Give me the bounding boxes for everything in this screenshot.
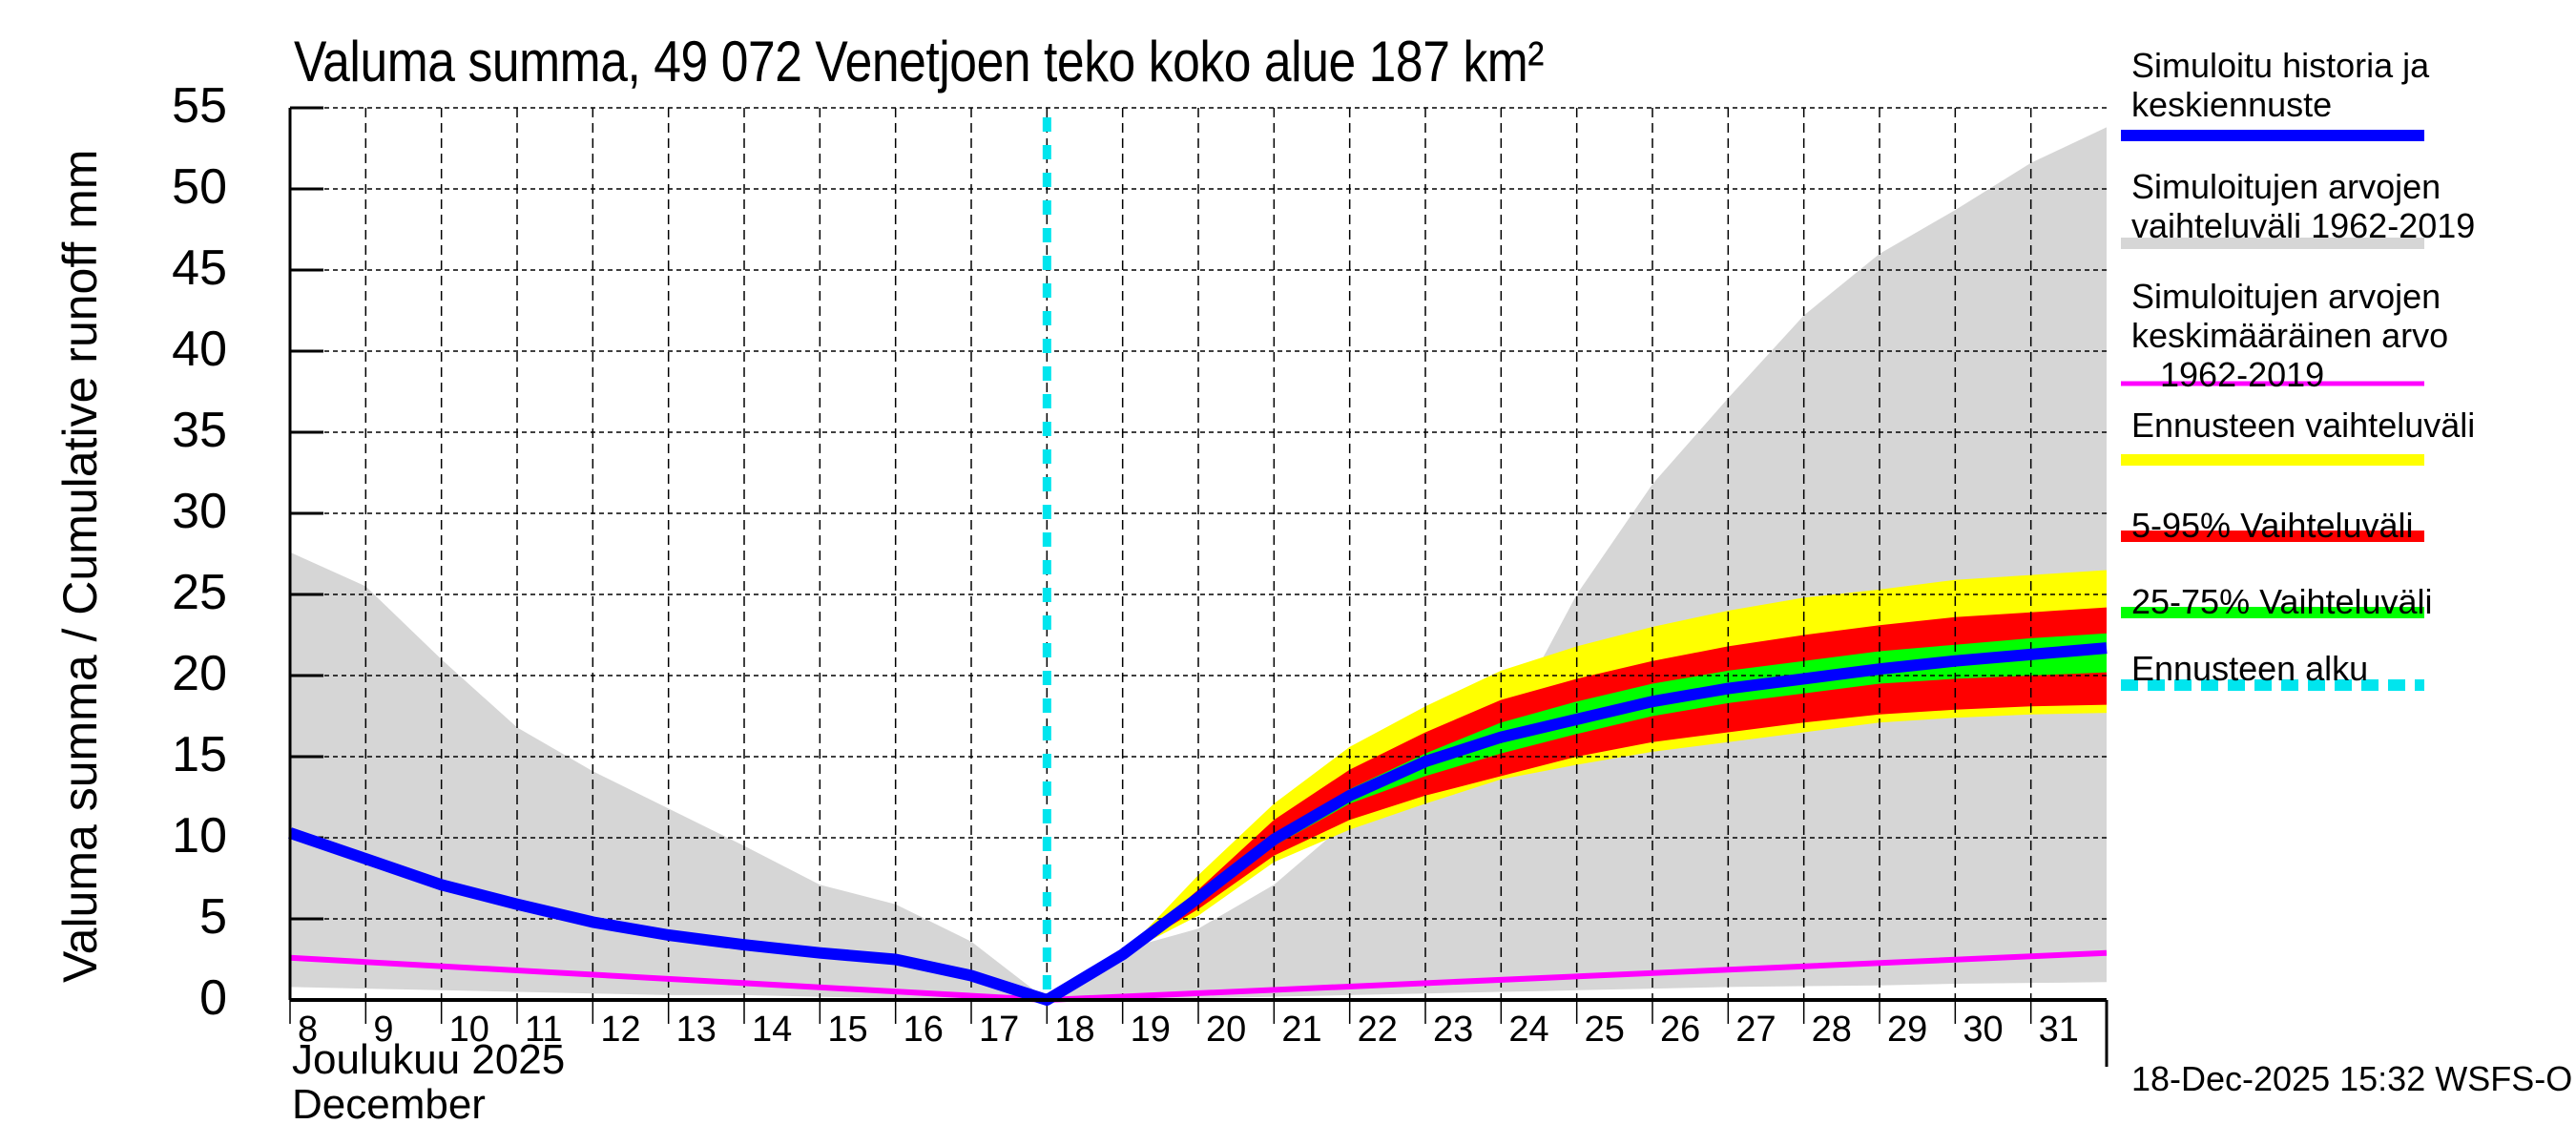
x-tick-label: 25 <box>1584 1010 1625 1050</box>
legend-label: Ennusteen alku <box>2131 649 2369 688</box>
x-tick-label: 13 <box>675 1010 717 1050</box>
legend-label: 5-95% Vaihteluväli <box>2131 506 2414 545</box>
x-tick-label: 8 <box>298 1010 319 1050</box>
x-tick-label: 20 <box>1206 1010 1247 1050</box>
x-tick-label: 31 <box>2038 1010 2079 1050</box>
y-tick-label: 40 <box>172 322 227 377</box>
y-tick-label: 30 <box>172 484 227 539</box>
legend-label: 25-75% Vaihteluväli <box>2131 582 2433 621</box>
y-tick-label: 35 <box>172 403 227 458</box>
x-tick-label: 26 <box>1660 1010 1701 1050</box>
x-tick-label: 12 <box>600 1010 641 1050</box>
x-tick-label: 16 <box>903 1010 944 1050</box>
y-tick-label: 45 <box>172 240 227 296</box>
legend-label: Ennusteen vaihteluväli <box>2131 406 2476 445</box>
x-tick-label: 23 <box>1433 1010 1474 1050</box>
x-axis-month-en: December <box>292 1081 486 1128</box>
y-tick-label: 0 <box>199 970 227 1026</box>
x-tick-label: 27 <box>1735 1010 1776 1050</box>
legend-label: Simuloitu historia ja keskiennuste <box>2131 46 2430 124</box>
x-tick-label: 9 <box>373 1010 394 1050</box>
x-axis-month-fi: Joulukuu 2025 <box>292 1036 566 1083</box>
x-tick-label: 17 <box>979 1010 1020 1050</box>
x-tick-label: 15 <box>827 1010 868 1050</box>
bands-layer <box>290 127 2107 1000</box>
timestamp: 18-Dec-2025 15:32 WSFS-O <box>2131 1059 2573 1098</box>
sim-range-band <box>290 127 2107 1000</box>
x-tick-label: 22 <box>1357 1010 1398 1050</box>
x-tick-label: 11 <box>525 1010 563 1050</box>
p5-95-band <box>1047 607 2107 1000</box>
x-tick-label: 28 <box>1811 1010 1852 1050</box>
x-tick-label: 18 <box>1054 1010 1095 1050</box>
y-tick-label: 10 <box>172 808 227 864</box>
y-tick-label: 15 <box>172 727 227 782</box>
axes-layer <box>288 108 2109 1067</box>
x-tick-label: 30 <box>1963 1010 2004 1050</box>
x-tick-label: 29 <box>1887 1010 1928 1050</box>
x-tick-label: 21 <box>1281 1010 1322 1050</box>
y-tick-label: 55 <box>172 78 227 134</box>
y-axis-label: Valuma summa / Cumulative runoff mm <box>53 149 107 983</box>
y-tick-label: 20 <box>172 646 227 701</box>
x-tick-label: 10 <box>448 1010 489 1050</box>
x-tick-label: 19 <box>1130 1010 1171 1050</box>
y-tick-label: 25 <box>172 565 227 620</box>
history-forecast-line <box>288 642 2108 1006</box>
x-tick-label: 24 <box>1508 1010 1549 1050</box>
y-tick-label: 50 <box>172 159 227 215</box>
grid-layer <box>290 106 2107 1024</box>
chart-title: Valuma summa, 49 072 Venetjoen teko koko… <box>294 30 1545 94</box>
y-tick-label: 5 <box>199 889 227 945</box>
legend-label: Simuloitujen arvojen keskimääräinen arvo… <box>2131 277 2449 394</box>
legend-label: Simuloitujen arvojen vaihteluväli 1962-2… <box>2131 167 2476 245</box>
x-tick-label: 14 <box>752 1010 793 1050</box>
legend-swatches <box>2121 130 2424 691</box>
